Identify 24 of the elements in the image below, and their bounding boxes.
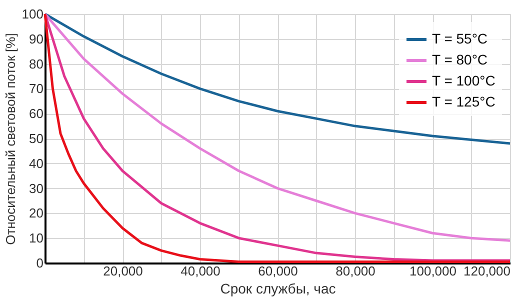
line-series <box>44 12 512 145</box>
legend-label: T = 125°C <box>432 94 496 110</box>
y-tick-label: 100 <box>22 6 44 22</box>
y-tick-label: 10 <box>29 230 44 246</box>
x-axis-title: Срок службы, час <box>220 280 336 296</box>
x-tick-label: 80,000 <box>336 264 376 278</box>
y-tick-label: 0 <box>36 256 44 270</box>
x-tick-label: 20,000 <box>103 264 143 278</box>
legend-label: T = 100°C <box>432 72 496 88</box>
y-tick-label: 80 <box>29 56 44 72</box>
legend-label: T = 55°C <box>432 30 488 46</box>
y-axis-title: Относительный световой поток [%] <box>2 33 18 245</box>
y-tick-label: 90 <box>29 31 44 46</box>
x-tick-label: 120,000 <box>464 264 510 278</box>
y-tick-label: 20 <box>29 206 44 221</box>
y-tick-label: 40 <box>29 156 44 171</box>
y-tick-label: 30 <box>29 180 44 196</box>
x-tick-label: 40,000 <box>180 264 220 278</box>
legend-label: T = 80°C <box>432 52 488 68</box>
y-tick-label: 70 <box>29 81 44 96</box>
y-tick-label: 60 <box>29 106 44 122</box>
x-tick-label: 100,000 <box>410 264 456 278</box>
y-tick-label: 50 <box>29 131 44 146</box>
x-tick-label: 60,000 <box>258 264 298 278</box>
